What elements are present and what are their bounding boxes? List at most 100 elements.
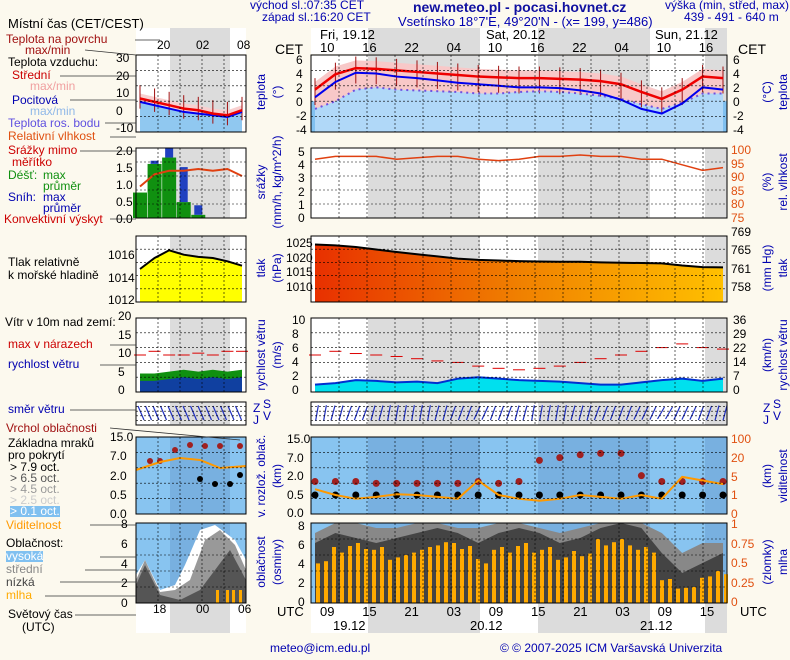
temp-tick: -4 bbox=[296, 123, 307, 137]
site-title[interactable]: new.meteo.pl - pocasi.hovnet.cz bbox=[413, 0, 627, 15]
fog-axis-title: mlha bbox=[776, 548, 790, 576]
fog-bar bbox=[476, 559, 480, 603]
pressure-axis-title: tlak bbox=[254, 258, 268, 278]
left-wind-direction-arrow bbox=[227, 405, 235, 421]
wind-kmh-axis-title: rychlost větru bbox=[776, 319, 790, 391]
temp-tick-right: -4 bbox=[733, 123, 744, 137]
pressure-area bbox=[315, 244, 723, 302]
cet-hour: 16 bbox=[362, 40, 377, 55]
fog-bar bbox=[420, 549, 424, 603]
left-wind-area bbox=[140, 377, 242, 392]
left-cloud-top-dot bbox=[172, 447, 178, 453]
humidity-line bbox=[314, 154, 724, 172]
left-snow-bar bbox=[165, 148, 174, 158]
altitude-label: výška (min, střed, max) bbox=[665, 0, 790, 12]
fog-axis-unit: (zlomky) bbox=[760, 539, 774, 585]
footer-email[interactable]: meteo@icm.edu.pl bbox=[270, 641, 371, 655]
altitude: 439 - 491 - 640 m bbox=[684, 10, 779, 24]
wind-direction-arrow bbox=[411, 405, 415, 421]
temp-tick: 6 bbox=[296, 53, 303, 67]
fog-tick: 0 bbox=[731, 595, 738, 609]
compass-letter: S bbox=[263, 397, 272, 411]
fog-bar bbox=[500, 547, 504, 603]
left-wind-direction-arrow bbox=[152, 405, 160, 421]
left-cloudiness-tick: 2 bbox=[121, 576, 128, 591]
panel-frame bbox=[135, 436, 247, 515]
left-wind-direction-arrow bbox=[174, 405, 183, 421]
fog-bar bbox=[716, 571, 720, 603]
left-wind-direction-arrow bbox=[137, 405, 145, 421]
cloud-top-dot bbox=[576, 451, 584, 459]
fog-bar bbox=[332, 547, 336, 603]
left-fog-bar bbox=[232, 590, 235, 603]
visibility-axis-unit: (km) bbox=[760, 464, 774, 488]
left-temp-tick: -10 bbox=[116, 121, 134, 135]
left-humidity-line bbox=[139, 167, 243, 188]
label-feels-maxmin: max/min bbox=[30, 104, 76, 118]
humidity-tick: 85 bbox=[731, 183, 745, 198]
label-dew: Teplota ros. bodu bbox=[8, 116, 101, 130]
fog-bar bbox=[684, 587, 688, 603]
wind-direction-arrow bbox=[323, 405, 327, 421]
temp-axis-title: teplota bbox=[254, 73, 268, 111]
wind-tick: 2 bbox=[292, 369, 299, 383]
temp-axis-title-right: teplota bbox=[776, 73, 790, 111]
wind-direction-arrow bbox=[427, 405, 431, 421]
wind-direction-arrow bbox=[315, 405, 319, 421]
fog-tick: 1 bbox=[731, 517, 738, 531]
cloudiness-tick: 4 bbox=[298, 557, 305, 571]
left-precip-tick: 1.0 bbox=[116, 178, 133, 192]
feels-like-line bbox=[314, 71, 724, 115]
panel-frame bbox=[135, 235, 247, 303]
wind-tick: 8 bbox=[292, 327, 299, 341]
cet-hour: 10 bbox=[656, 40, 672, 55]
wind-direction-arrow bbox=[539, 405, 543, 421]
left-cloud-base-dot bbox=[227, 481, 233, 487]
left-cloudiness-tick: 8 bbox=[121, 517, 128, 531]
wind-direction-arrow bbox=[633, 406, 641, 420]
left-cloud-top-dot bbox=[202, 443, 208, 449]
wind-direction-arrow bbox=[697, 405, 705, 421]
label-oct45: > 4.5 oct. bbox=[10, 482, 60, 496]
label-cloudiness: Oblačnost: bbox=[6, 536, 64, 550]
utc-hour: 03 bbox=[615, 604, 630, 619]
fog-bar bbox=[524, 543, 528, 603]
label-visibility: Viditelnost bbox=[6, 518, 62, 532]
precip-tick: 0 bbox=[298, 211, 305, 225]
left-utc-hour: 06 bbox=[238, 602, 252, 616]
wind-direction-arrow bbox=[378, 405, 384, 421]
wind-direction-arrow bbox=[361, 405, 369, 421]
wind-direction-arrow bbox=[449, 405, 457, 421]
night-band bbox=[538, 148, 650, 218]
panel-frame bbox=[135, 317, 247, 393]
footer-copyright: © © 2007-2025 ICM Varšavská Univerzita bbox=[500, 641, 723, 655]
left-wind-direction-arrow bbox=[189, 405, 198, 421]
utc-hour: 21 bbox=[404, 604, 419, 619]
wind-direction-arrow bbox=[403, 405, 407, 421]
header-night bbox=[705, 28, 727, 54]
day-label: Sat, 20.12 bbox=[486, 27, 546, 42]
day-label: Fri, 19.12 bbox=[320, 27, 375, 42]
compass-letter-right: Z bbox=[763, 401, 771, 415]
panel-frame bbox=[135, 147, 247, 219]
panel-frame bbox=[310, 522, 728, 604]
night-band bbox=[368, 402, 480, 425]
left-pressure-tick: 1016 bbox=[108, 248, 135, 262]
fog-bar bbox=[604, 545, 608, 603]
fog-bar bbox=[364, 549, 368, 603]
left-cloud-base-dot bbox=[237, 472, 243, 478]
utc-date: 20.12 bbox=[470, 618, 503, 633]
wind-kmh-tick: 36 bbox=[733, 313, 747, 327]
left-cloudiness-tick: 6 bbox=[121, 536, 128, 551]
night-band bbox=[368, 148, 480, 218]
left-pressure-tick: 1014 bbox=[108, 270, 135, 285]
fog-tick: 0.5 bbox=[731, 556, 748, 570]
temp-tick: 2 bbox=[296, 81, 303, 95]
left-temp-tick: 10 bbox=[116, 86, 130, 100]
left-wind-tick: 10 bbox=[118, 346, 132, 360]
cloud-height-tick: 0.5 bbox=[287, 487, 304, 502]
fog-bar bbox=[428, 547, 432, 603]
night-band bbox=[538, 402, 650, 425]
cloud-top-dot bbox=[331, 477, 339, 485]
